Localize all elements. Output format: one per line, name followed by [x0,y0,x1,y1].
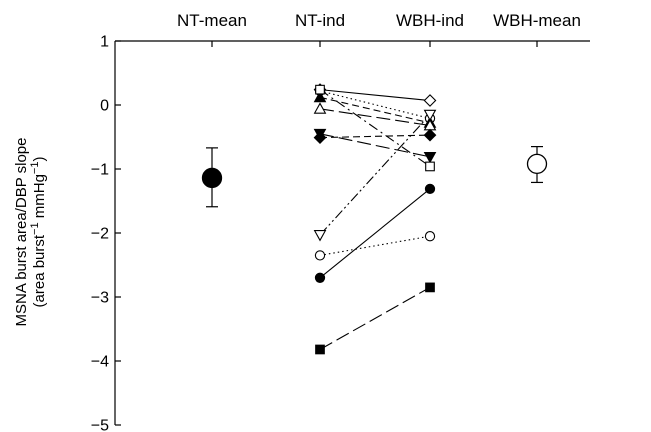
subject-line [319,114,431,236]
data-point-square [425,282,435,293]
y-tick-label: −1 [91,162,109,179]
y-axis: 1 0 −1 −2 −3 −4 −5 [91,34,121,432]
y-tick-label: −5 [91,418,109,432]
subject-line [319,108,431,127]
y-axis-title-superscript: −1 [29,222,41,235]
data-point-circle [424,183,436,194]
data-point-triangle-up [313,90,327,103]
subject-line [319,188,431,279]
data-point-square [315,84,325,95]
subject-line [319,134,431,139]
category-label: NT-ind [295,11,345,30]
y-tick-label: −2 [91,226,109,243]
mean-marker [201,167,223,189]
y-axis-title-part: mmHg [31,174,48,222]
category-label: WBH-mean [493,11,581,30]
data-point-circle [314,250,326,261]
category-axis: NT-mean NT-ind WBH-ind WBH-mean [115,11,590,47]
data-point-diamond [423,128,437,142]
y-axis-title-part: ) [31,157,48,162]
data-point-circle [314,272,326,283]
mean-points [201,146,548,208]
y-tick-label: 1 [100,34,109,51]
category-label: WBH-ind [396,11,464,30]
mean-marker [526,153,548,175]
individual-lines [319,89,431,350]
category-label: NT-mean [177,11,247,30]
y-tick-label: −3 [91,290,109,307]
y-axis-title-part: (area burst [31,234,48,307]
data-point-triangle-down [423,151,437,164]
data-point-triangle-up [313,102,327,114]
subject-line [319,89,431,102]
y-tick-label: 0 [100,98,109,115]
mean-point-wbh-mean [526,146,548,184]
y-tick-label: −4 [91,354,109,371]
data-point-triangle-down [423,109,437,122]
individual-markers [313,83,437,355]
y-axis-title: MSNA burst area/DBP slope(area burst−1 m… [13,138,48,327]
data-point-diamond [423,94,437,107]
subject-line [319,286,431,350]
subject-line [319,90,431,119]
mean-point-nt-mean [201,147,223,208]
subject-line [319,89,431,167]
y-axis-title-line2: (area burst−1 mmHg−1) [29,157,48,308]
subject-line [319,235,431,256]
subject-line [319,96,431,124]
data-point-diamond [313,131,327,145]
y-axis-title-superscript: −1 [29,162,41,175]
y-axis-title-line1: MSNA burst area/DBP slope [13,138,30,327]
data-point-square [315,344,325,355]
data-point-circle [424,231,436,242]
data-point-square [425,161,435,172]
data-point-triangle-down [313,230,327,242]
